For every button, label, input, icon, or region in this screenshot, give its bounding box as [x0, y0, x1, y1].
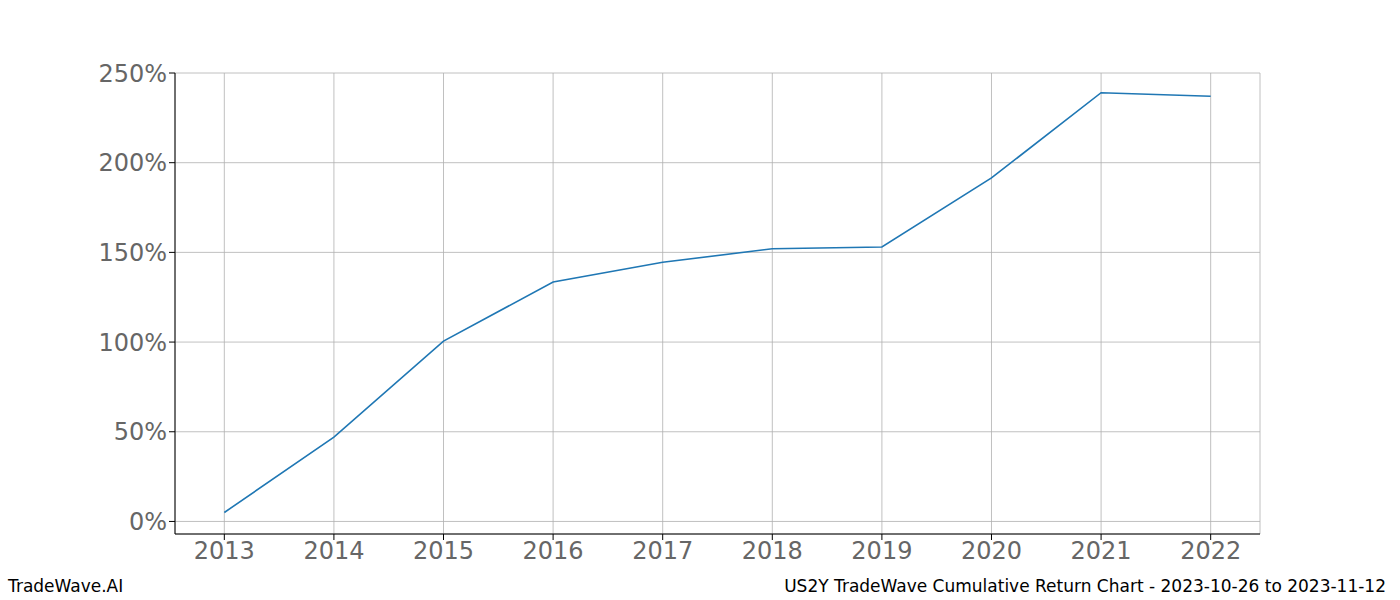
html-text:US2Y TradeWave Cumulative Retu: US2Y TradeWave Cumulative Return Chart -…	[784, 576, 1386, 596]
html-text:TradeWave.AI: TradeWave.AI	[8, 576, 124, 596]
svg-text:2019: 2019	[851, 537, 912, 565]
svg-text:250%: 250%	[98, 60, 167, 88]
svg-text:2013: 2013	[194, 537, 255, 565]
svg-text:2020: 2020	[961, 537, 1022, 565]
svg-text:0%: 0%	[129, 508, 167, 536]
svg-text:50%: 50%	[114, 418, 167, 446]
svg-text:2022: 2022	[1180, 537, 1241, 565]
svg-text:150%: 150%	[98, 239, 167, 267]
svg-text:2017: 2017	[632, 537, 693, 565]
svg-text:2014: 2014	[303, 537, 364, 565]
svg-text:200%: 200%	[98, 149, 167, 177]
svg-text:100%: 100%	[98, 329, 167, 357]
svg-text:2015: 2015	[413, 537, 474, 565]
svg-text:2018: 2018	[742, 537, 803, 565]
svg-text:2021: 2021	[1071, 537, 1132, 565]
svg-text:2016: 2016	[523, 537, 584, 565]
